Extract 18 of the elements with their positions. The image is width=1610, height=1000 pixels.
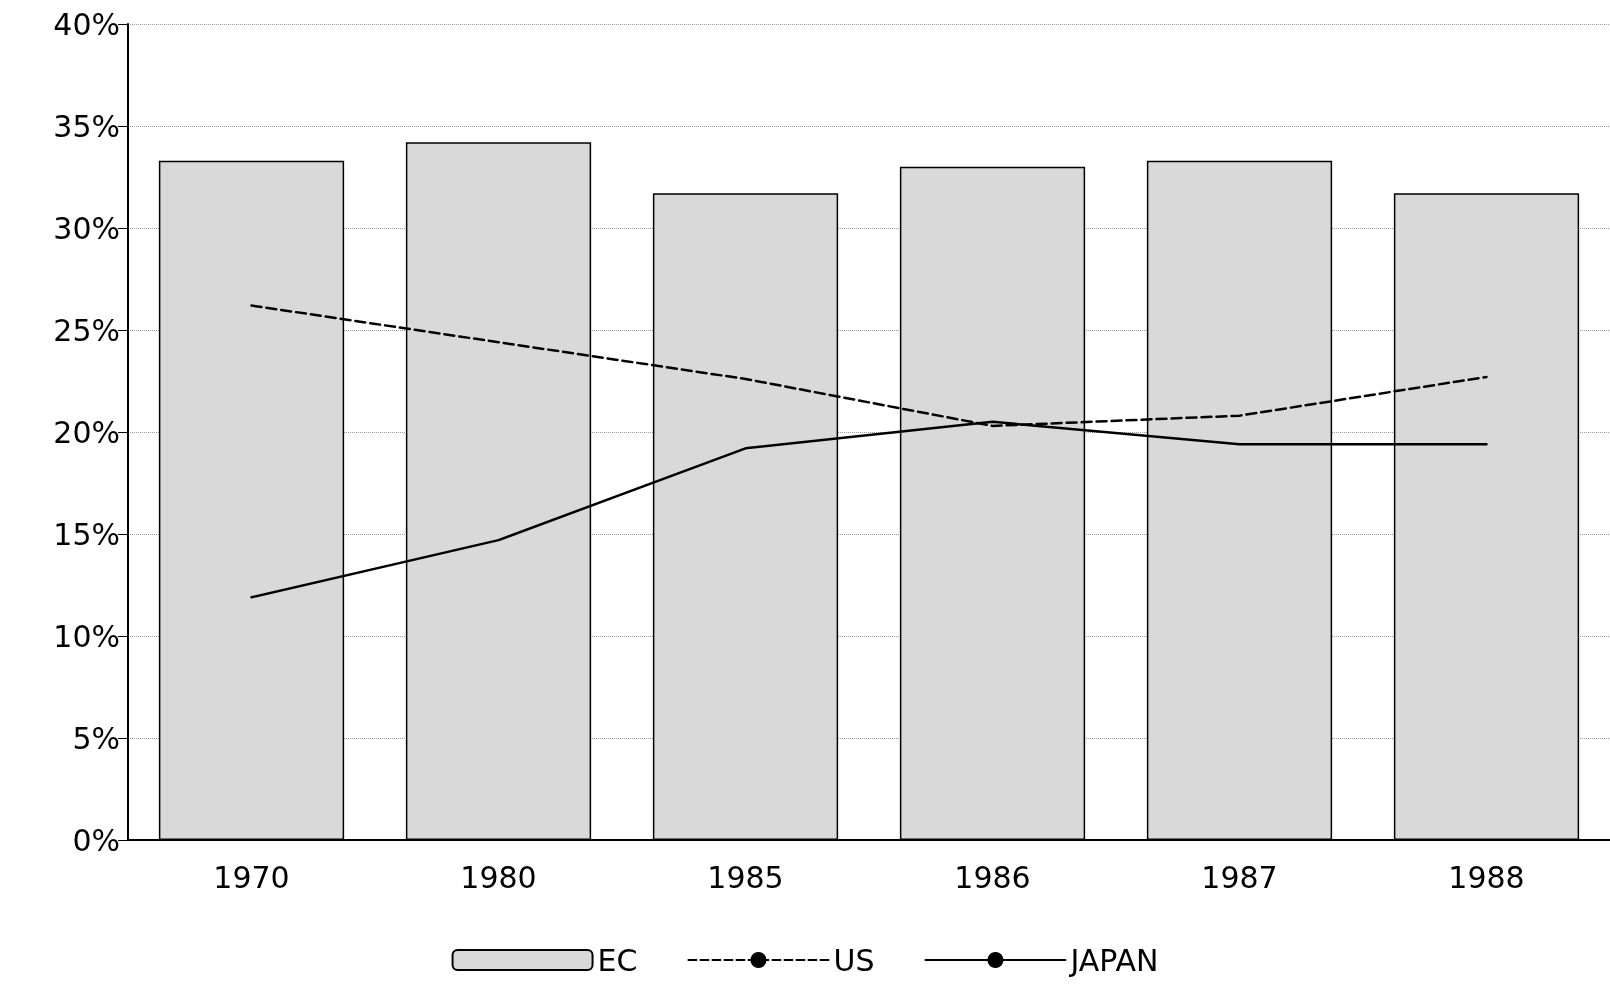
legend-label: EC <box>597 942 638 978</box>
x-tick-label: 1970 <box>213 859 290 895</box>
y-tick-label: 40% <box>53 6 120 42</box>
y-tick-label: 15% <box>53 516 120 552</box>
x-tick-label: 1985 <box>707 859 784 895</box>
x-tick-label: 1987 <box>1201 859 1278 895</box>
y-tick-label: 10% <box>53 618 120 654</box>
y-tick-label: 20% <box>53 414 120 450</box>
y-tick-label: 0% <box>72 822 120 858</box>
y-tick-label: 30% <box>53 210 120 246</box>
x-tick-label: 1988 <box>1448 859 1525 895</box>
x-tick-label: 1986 <box>954 859 1031 895</box>
y-tick-label: 5% <box>72 720 120 756</box>
x-tick-label: 1980 <box>460 859 537 895</box>
y-tick-label: 25% <box>53 312 120 348</box>
legend-label: JAPAN <box>1068 942 1159 978</box>
y-tick-label: 35% <box>53 108 120 144</box>
legend-label: US <box>833 942 875 978</box>
